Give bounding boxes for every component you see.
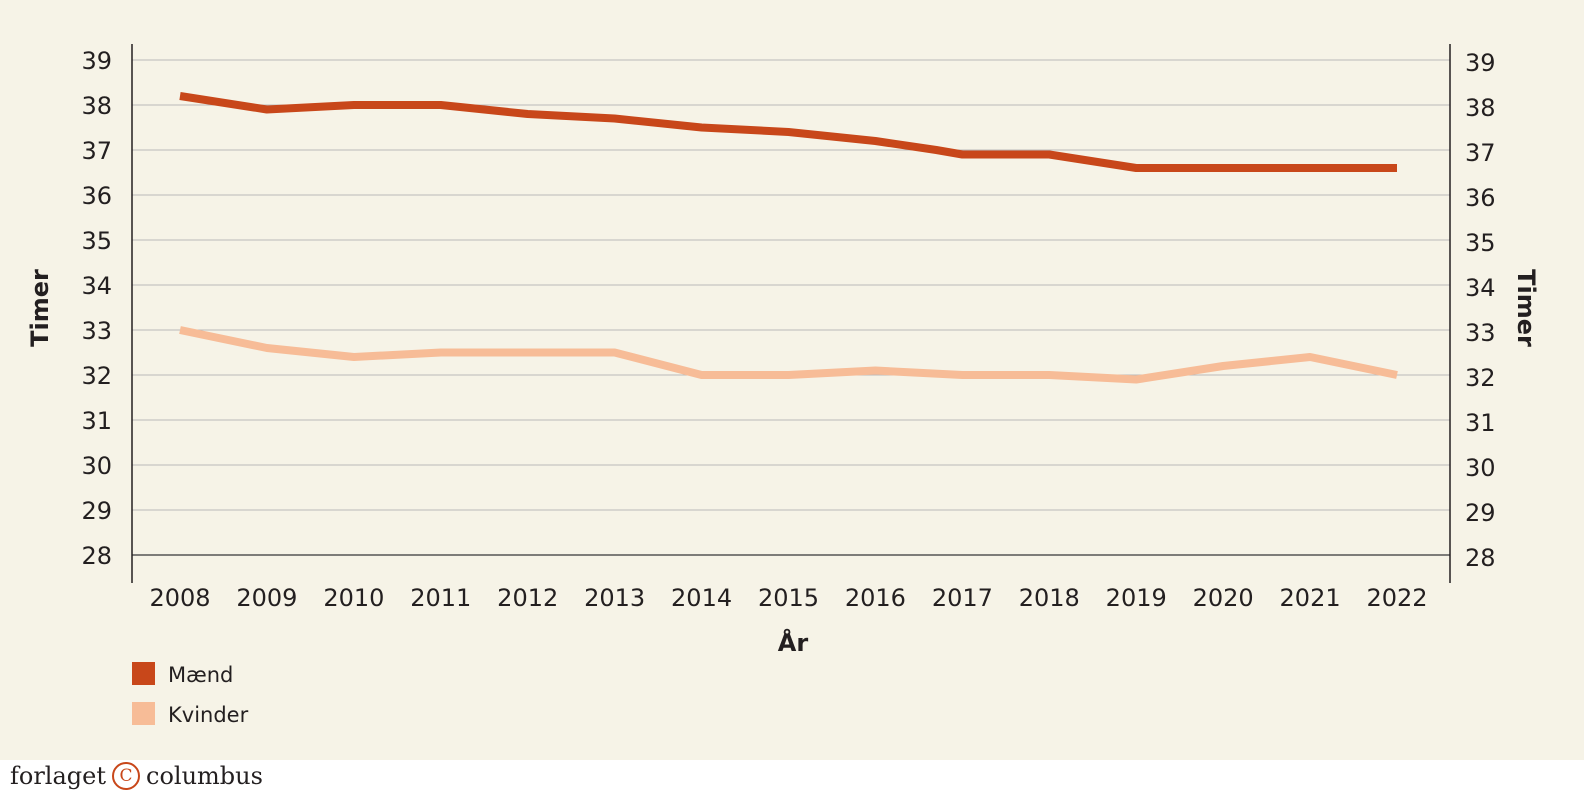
y-tick-label-right: 31: [1465, 409, 1496, 437]
chart-panel: 39 38 37 36 35 34 33 32 31 30 29 28 39 38 37 36 35 34 33 3…: [0, 0, 1584, 760]
x-tick-label: 2013: [584, 584, 645, 612]
x-tick-label: 2015: [758, 584, 819, 612]
y-tick-label-left: 32: [81, 362, 112, 390]
x-tick-label: 2022: [1366, 584, 1427, 612]
y-tick-label-left: 33: [81, 317, 112, 345]
x-tick-label: 2010: [323, 584, 384, 612]
x-tick-label: 2018: [1019, 584, 1080, 612]
y-tick-label-right: 32: [1465, 364, 1496, 392]
x-tick-label: 2009: [236, 584, 297, 612]
x-tick-label: 2011: [410, 584, 471, 612]
series-line-maend: [179, 92, 1397, 172]
series-lines: [179, 92, 1398, 384]
y-tick-label-right: 36: [1465, 184, 1496, 212]
x-tick-label: 2008: [149, 584, 210, 612]
x-ticks: 2008 2009 2010 2011 2012 2013 2014 2015 2016 2017…: [149, 584, 1427, 612]
publisher-logo: forlaget C columbus: [10, 762, 263, 790]
y-tick-label-left: 30: [81, 452, 112, 480]
legend-swatch: [132, 662, 155, 685]
x-tick-label: 2020: [1193, 584, 1254, 612]
y-tick-label-right: 38: [1465, 94, 1496, 122]
y-tick-label-right: 30: [1465, 454, 1496, 482]
series-line-kvinder: [179, 326, 1398, 384]
legend-label: Mænd: [168, 663, 233, 687]
y-ticks-left: 39 38 37 36 35 34 33 32 31 30 29 28: [81, 47, 112, 570]
y-tick-label-right: 28: [1465, 544, 1496, 572]
y-tick-label-left: 35: [81, 227, 112, 255]
copyright-mark-icon: C: [112, 762, 140, 790]
x-axis-title: År: [778, 628, 809, 657]
brand-right: columbus: [146, 762, 263, 790]
y-tick-label-left: 29: [81, 497, 112, 525]
y-axis-title-left: Timer: [26, 269, 54, 347]
y-tick-label-right: 35: [1465, 229, 1496, 257]
y-tick-label-left: 34: [81, 272, 112, 300]
y-axis-title-right: Timer: [1512, 269, 1540, 347]
legend-swatch: [132, 702, 155, 725]
y-tick-label-left: 31: [81, 407, 112, 435]
y-tick-label-right: 37: [1465, 139, 1496, 167]
x-tick-label: 2016: [845, 584, 906, 612]
axes: [131, 44, 1451, 583]
x-tick-label: 2012: [497, 584, 558, 612]
legend: Mænd Kvinder: [132, 662, 249, 727]
legend-label: Kvinder: [168, 703, 249, 727]
y-ticks-right: 39 38 37 36 35 34 33 32 31 30 29 28: [1465, 49, 1496, 572]
x-tick-label: 2014: [671, 584, 732, 612]
x-tick-label: 2019: [1106, 584, 1167, 612]
y-tick-label-left: 37: [81, 137, 112, 165]
y-tick-label-left: 36: [81, 182, 112, 210]
y-tick-label-left: 28: [81, 542, 112, 570]
x-tick-label: 2017: [932, 584, 993, 612]
y-tick-label-right: 33: [1465, 319, 1496, 347]
x-tick-label: 2021: [1280, 584, 1341, 612]
y-tick-label-left: 39: [81, 47, 112, 75]
brand-left: forlaget: [10, 762, 106, 790]
y-tick-label-right: 34: [1465, 274, 1496, 302]
y-tick-label-left: 38: [81, 92, 112, 120]
y-tick-label-right: 39: [1465, 49, 1496, 77]
y-tick-label-right: 29: [1465, 499, 1496, 527]
